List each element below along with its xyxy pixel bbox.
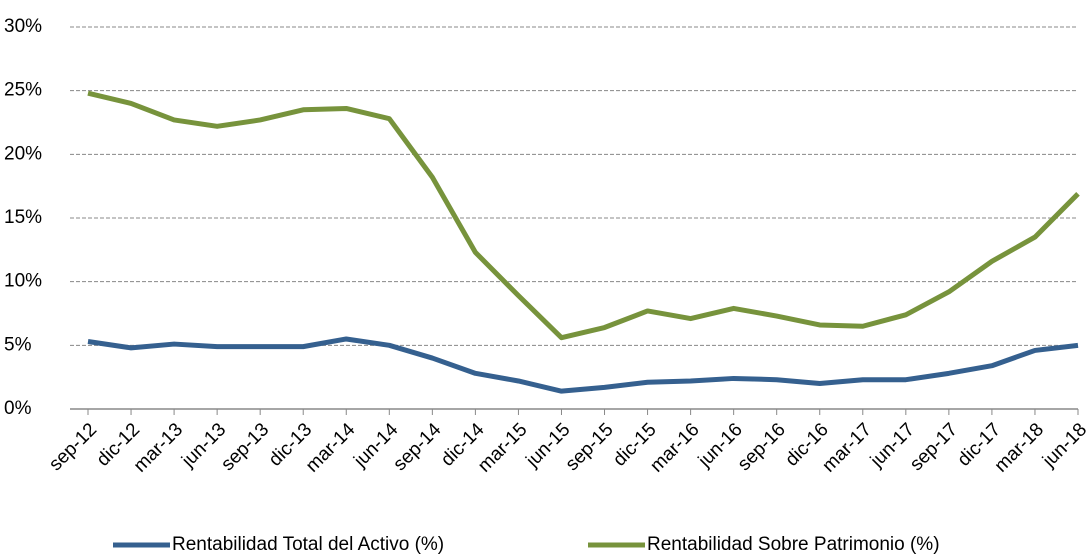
y-tick-label: 0% [4, 398, 32, 419]
legend-label: Rentabilidad Sobre Patrimonio (%) [647, 534, 940, 555]
x-tick-label: sep-12 [45, 419, 101, 475]
y-tick-label: 15% [4, 207, 42, 228]
x-tick-label: sep-17 [906, 419, 962, 475]
x-tick-label: mar-16 [646, 419, 703, 476]
x-tick-label: sep-16 [734, 419, 790, 475]
y-tick-label: 20% [4, 143, 42, 164]
y-tick-label: 30% [4, 16, 42, 37]
x-tick-label: mar-17 [818, 419, 875, 476]
x-tick-label: sep-13 [217, 419, 273, 475]
x-tick-label: mar-14 [302, 419, 360, 477]
x-tick-label: mar-13 [130, 419, 187, 476]
x-tick-label: sep-14 [389, 419, 445, 475]
x-tick-label: sep-15 [562, 419, 618, 475]
x-tick-label: mar-18 [991, 419, 1048, 476]
y-tick-label: 10% [4, 271, 42, 292]
series-line [87, 336, 1079, 394]
x-tick-label: jun-18 [1038, 419, 1086, 472]
legend-label: Rentabilidad Total del Activo (%) [172, 534, 444, 555]
y-tick-label: 25% [4, 80, 42, 101]
x-tick-label: mar-15 [474, 419, 531, 476]
series-line [87, 90, 1080, 341]
y-tick-label: 5% [4, 334, 32, 355]
